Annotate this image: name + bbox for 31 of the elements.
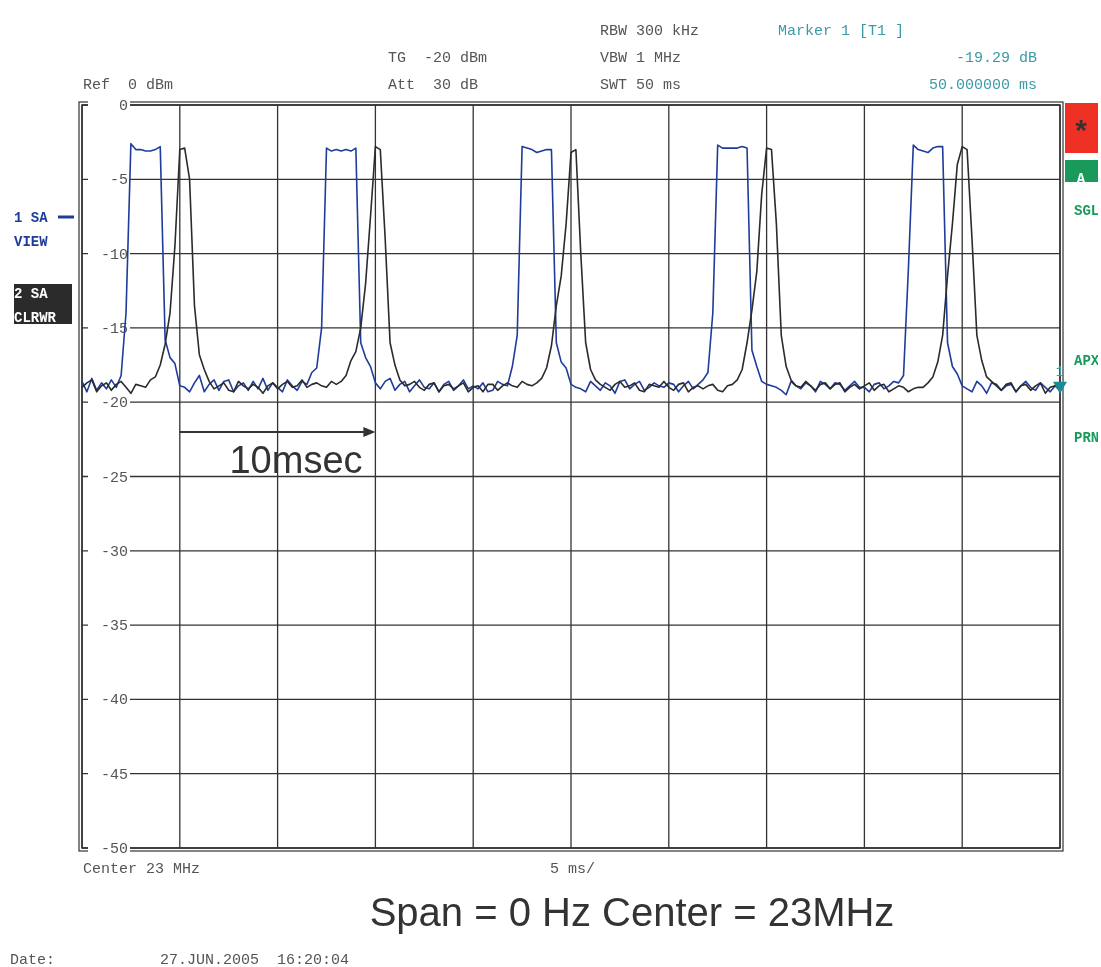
text: CLRWR bbox=[14, 310, 57, 326]
y-tick-label: -35 bbox=[100, 618, 128, 636]
y-tick-label: -25 bbox=[100, 469, 128, 487]
y-tick-label: -20 bbox=[100, 395, 128, 413]
y-tick-label: -40 bbox=[100, 692, 128, 710]
text: -19.29 dB bbox=[955, 50, 1037, 67]
text: 50.000000 ms bbox=[928, 77, 1037, 94]
y-tick-label: -5 bbox=[109, 172, 128, 190]
y-tick-label: 0 bbox=[118, 98, 128, 115]
text: Ref 0 dBm bbox=[83, 77, 174, 94]
text: 5 ms/ bbox=[550, 861, 596, 878]
text: Date: bbox=[10, 952, 56, 967]
text: VIEW bbox=[14, 234, 49, 250]
text: Att 30 dB bbox=[388, 77, 479, 94]
y-tick-label: -50 bbox=[100, 841, 128, 858]
y-tick-label: -45 bbox=[100, 766, 128, 784]
text: Center 23 MHz bbox=[83, 861, 201, 878]
text: RBW 300 kHz bbox=[600, 23, 700, 40]
text: TG -20 dBm bbox=[388, 50, 488, 67]
text: PRN bbox=[1074, 430, 1100, 446]
y-tick-label: -30 bbox=[100, 543, 128, 561]
text: 27.JUN.2005 16:20:04 bbox=[160, 952, 350, 967]
legend-label: 1 SA bbox=[14, 210, 49, 226]
text: VBW 1 MHz bbox=[600, 50, 682, 67]
text: Span = 0 Hz Center = 23MHz bbox=[369, 890, 895, 934]
text: Marker 1 [T1 ] bbox=[778, 23, 905, 40]
text: 2 SA bbox=[14, 286, 49, 302]
text: SWT 50 ms bbox=[600, 77, 682, 94]
text: * bbox=[1075, 113, 1088, 146]
y-tick-label: -10 bbox=[100, 246, 128, 264]
text: SGL bbox=[1074, 203, 1100, 219]
